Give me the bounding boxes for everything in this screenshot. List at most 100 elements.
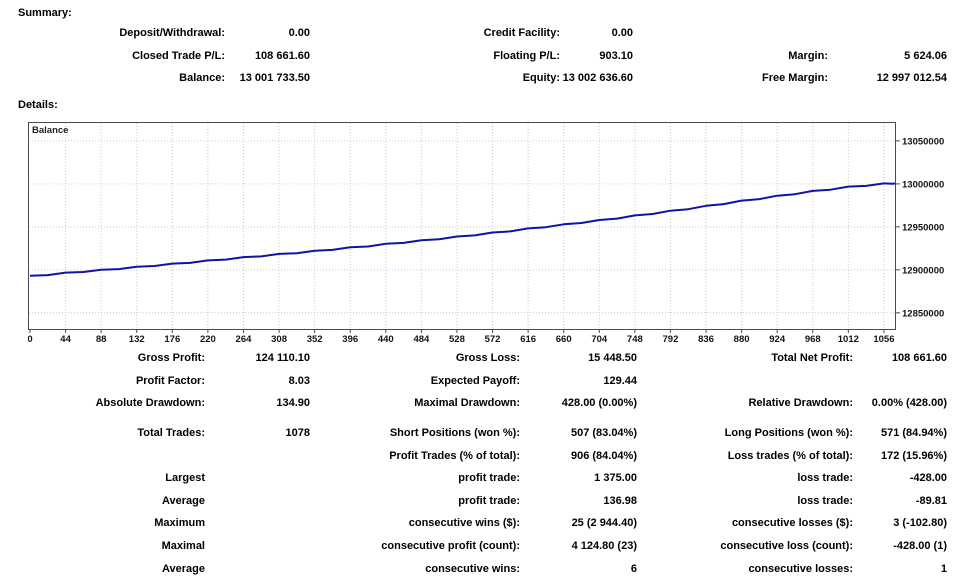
stat-label: Gross Profit:	[137, 352, 205, 365]
svg-text:528: 528	[449, 334, 465, 345]
stat-label: Maximum	[154, 517, 205, 530]
stat-label: consecutive wins:	[425, 562, 520, 575]
summary-label: Equity:	[522, 72, 560, 85]
svg-text:12850000: 12850000	[902, 308, 944, 319]
balance-chart: 0 44 88 132 176 220 264 308 352 396 440 484 528 572 61…	[27, 122, 962, 348]
svg-text:264: 264	[236, 334, 253, 345]
stats-row: Average consecutive wins: 6 consecutive …	[0, 557, 947, 580]
stat-label: Maximal	[161, 540, 205, 553]
stat-label: profit trade:	[458, 472, 520, 485]
stat-value: 136.98	[603, 494, 637, 507]
svg-text:880: 880	[734, 334, 750, 345]
svg-text:924: 924	[769, 334, 786, 345]
stats-row: Profit Factor: 8.03 Expected Payoff: 129…	[0, 370, 947, 393]
svg-text:0: 0	[28, 334, 33, 345]
stats-group-gap	[0, 415, 947, 422]
stat-label: Maximal Drawdown:	[414, 397, 520, 410]
stat-value: 507 (83.04%)	[570, 427, 637, 440]
stat-label: Loss trades (% of total):	[727, 449, 853, 462]
summary-table: Deposit/Withdrawal: 0.00 Credit Facility…	[0, 22, 947, 90]
summary-value: 108 661.60	[254, 49, 310, 62]
stats-row: Absolute Drawdown: 134.90 Maximal Drawdo…	[0, 392, 947, 415]
stats-row: Gross Profit: 124 110.10 Gross Loss: 15 …	[0, 347, 947, 370]
stats-row: Total Trades: 1078 Short Positions (won …	[0, 422, 947, 445]
summary-row: Balance: 13 001 733.50 Equity: 13 002 63…	[0, 67, 947, 90]
svg-text:616: 616	[520, 334, 536, 345]
summary-value: 0.00	[288, 27, 310, 40]
stat-value: 428.00 (0.00%)	[561, 397, 637, 410]
stats-row: Largest profit trade: 1 375.00 loss trad…	[0, 467, 947, 490]
stat-label: consecutive losses ($):	[731, 517, 853, 530]
stat-value: 1078	[285, 427, 310, 440]
stat-value: 15 448.50	[588, 352, 637, 365]
stat-value: 0.00% (428.00)	[871, 397, 947, 410]
stat-label: Relative Drawdown:	[748, 397, 853, 410]
svg-text:44: 44	[60, 334, 71, 345]
stat-value: 172 (15.96%)	[880, 449, 947, 462]
stat-label: consecutive loss (count):	[720, 540, 853, 553]
summary-row: Closed Trade P/L: 108 661.60 Floating P/…	[0, 45, 947, 68]
svg-text:12950000: 12950000	[902, 222, 944, 233]
stats-row: Profit Trades (% of total): 906 (84.04%)…	[0, 444, 947, 467]
stat-value: 108 661.60	[891, 352, 947, 365]
svg-text:572: 572	[485, 334, 501, 345]
stat-label: consecutive wins ($):	[408, 517, 520, 530]
summary-row: Deposit/Withdrawal: 0.00 Credit Facility…	[0, 22, 947, 45]
stat-label: Average	[161, 494, 205, 507]
summary-value: 5 624.06	[904, 49, 947, 62]
svg-text:1056: 1056	[873, 334, 894, 345]
svg-text:836: 836	[698, 334, 714, 345]
stat-value: 6	[630, 562, 637, 575]
stat-value: 1	[940, 562, 947, 575]
stat-label: Long Positions (won %):	[724, 427, 853, 440]
stat-value: 4 124.80 (23)	[571, 540, 637, 553]
stat-label: Expected Payoff:	[430, 374, 520, 387]
summary-label: Deposit/Withdrawal:	[119, 27, 225, 40]
stat-label: loss trade:	[797, 472, 853, 485]
svg-text:176: 176	[164, 334, 180, 345]
svg-text:12900000: 12900000	[902, 265, 944, 276]
stat-label: Total Trades:	[137, 427, 205, 440]
stat-label: Absolute Drawdown:	[95, 397, 205, 410]
stat-value: 124 110.10	[255, 352, 310, 365]
svg-text:484: 484	[413, 334, 430, 345]
stat-value: -428.00	[909, 472, 947, 485]
svg-text:132: 132	[129, 334, 145, 345]
svg-text:748: 748	[627, 334, 643, 345]
stat-value: -89.81	[915, 494, 947, 507]
summary-value: 13 002 636.60	[562, 72, 633, 85]
stat-value: 1 375.00	[594, 472, 637, 485]
summary-label: Margin:	[788, 49, 828, 62]
stats-row: Average profit trade: 136.98 loss trade:…	[0, 490, 947, 513]
summary-label: Floating P/L:	[493, 49, 560, 62]
balance-chart-svg: 0 44 88 132 176 220 264 308 352 396 440 484 528 572 61…	[27, 122, 944, 345]
summary-value: 0.00	[611, 27, 633, 40]
summary-value: 12 997 012.54	[876, 72, 947, 85]
details-heading: Details:	[18, 99, 58, 111]
stats-row: Maximum consecutive wins ($): 25 (2 944.…	[0, 512, 947, 535]
svg-text:308: 308	[271, 334, 287, 345]
stat-label: Largest	[165, 472, 205, 485]
svg-text:Balance: Balance	[32, 125, 68, 136]
summary-label: Balance:	[179, 72, 225, 85]
svg-text:13050000: 13050000	[902, 136, 944, 147]
stat-label: Total Net Profit:	[771, 352, 853, 365]
stat-value: 906 (84.04%)	[570, 449, 637, 462]
details-table: Gross Profit: 124 110.10 Gross Loss: 15 …	[0, 347, 947, 580]
stat-value: 129.44	[603, 374, 637, 387]
stat-value: 134.90	[276, 397, 310, 410]
svg-text:792: 792	[663, 334, 679, 345]
svg-text:13000000: 13000000	[902, 179, 944, 190]
svg-text:968: 968	[805, 334, 821, 345]
svg-text:352: 352	[307, 334, 323, 345]
svg-text:88: 88	[96, 334, 107, 345]
stat-label: Gross Loss:	[455, 352, 520, 365]
summary-value: 13 001 733.50	[239, 72, 310, 85]
stat-label: Profit Factor:	[135, 374, 205, 387]
summary-label: Closed Trade P/L:	[132, 49, 225, 62]
svg-text:660: 660	[556, 334, 572, 345]
stat-label: consecutive profit (count):	[381, 540, 520, 553]
svg-text:220: 220	[200, 334, 216, 345]
stat-value: 3 (-102.80)	[893, 517, 947, 530]
stat-label: Profit Trades (% of total):	[389, 449, 520, 462]
